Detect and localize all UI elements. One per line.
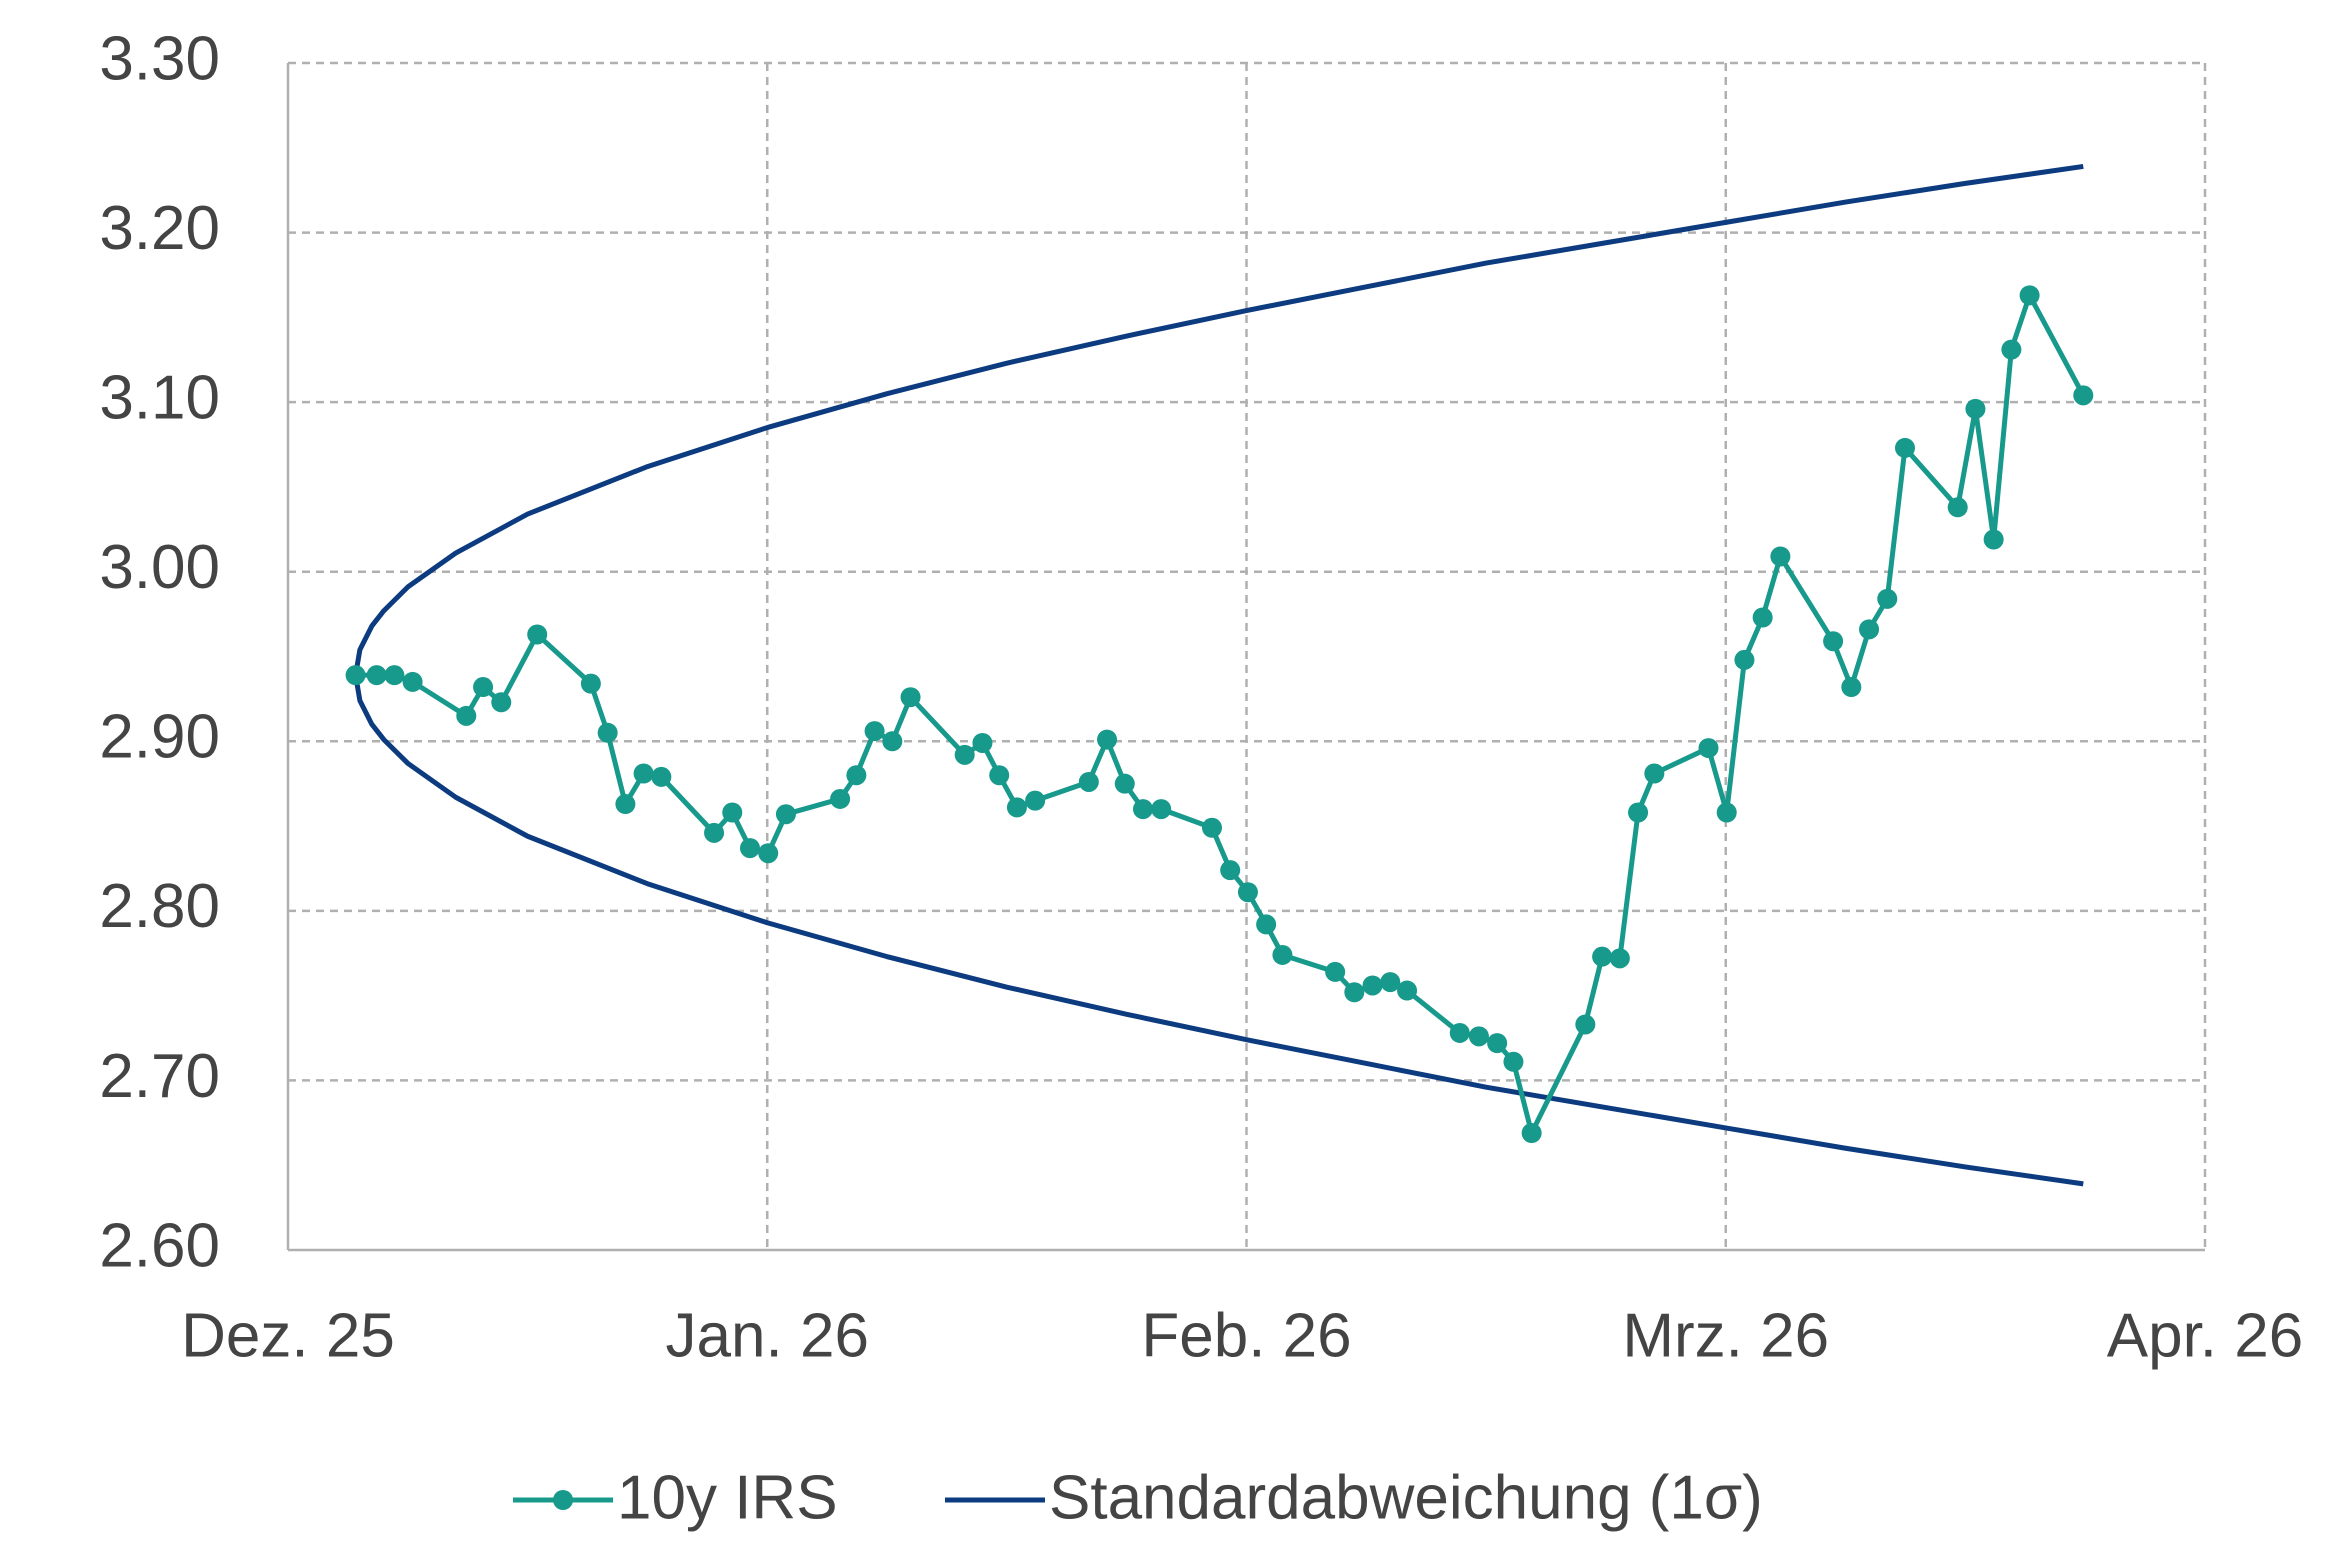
data-point [1114,773,1135,794]
data-point [473,677,494,698]
data-point [1575,1014,1596,1035]
data-point [1859,619,1880,640]
data-point [402,671,423,692]
data-point [846,765,867,786]
data-point [1006,797,1027,818]
data-point [775,804,796,825]
data-point [1698,738,1719,759]
y-tick-label: 3.20 [99,194,220,263]
data-point [882,731,903,752]
y-tick-label: 3.10 [99,364,220,433]
data-point [1716,802,1737,823]
legend-marker [553,1490,573,1510]
data-point [366,665,387,686]
data-point [2073,385,2094,406]
data-point [1965,398,1986,419]
data-point [615,794,636,815]
data-point [1734,649,1755,670]
data-point [1503,1051,1524,1072]
data-point [1325,961,1346,982]
data-point [1823,631,1844,652]
data-point [1628,802,1649,823]
y-tick-label: 2.90 [99,703,220,772]
series-line [353,674,2084,1187]
data-point [651,766,672,787]
data-point [900,687,921,708]
data-point [1947,497,1968,518]
data-point [739,838,760,859]
x-tick-label: Apr. 26 [2107,1301,2303,1370]
data-point [456,705,477,726]
x-tick-label: Feb. 26 [1141,1301,1351,1370]
data-point [345,665,366,686]
data-point [1151,799,1172,820]
data-point [1468,1026,1489,1047]
data-point [1770,546,1791,567]
data-point [1841,677,1862,698]
data-point [384,665,405,686]
y-tick-label: 3.30 [99,24,220,93]
data-point [1397,980,1418,1001]
data-point [633,763,654,784]
legend-label: 10y IRS [617,1463,838,1532]
y-tick-label: 2.60 [99,1211,220,1280]
data-point [1380,972,1401,993]
data-point [1592,946,1613,967]
data-point [864,721,885,742]
data-point [580,673,601,694]
data-point [1272,944,1293,965]
series-line [353,163,2084,676]
data-point [491,692,512,713]
series-line [355,292,2086,1136]
data-point [1220,860,1241,881]
data-point [1752,607,1773,628]
data-point [758,843,779,864]
data-point [954,744,975,765]
data-point [704,822,725,843]
y-tick-label: 2.80 [99,872,220,941]
data-point [1201,817,1222,838]
data-point [2001,339,2022,360]
data-point [1025,790,1046,811]
data-point [597,722,618,743]
data-point [1449,1022,1470,1043]
data-point [1132,799,1153,820]
data-point [1362,975,1383,996]
x-tick-label: Dez. 25 [181,1301,395,1370]
data-point [1237,882,1258,903]
x-tick-label: Jan. 26 [666,1301,869,1370]
data-point [1877,588,1898,609]
data-point [527,624,548,645]
data-point [1256,914,1277,935]
data-point [2019,285,2040,306]
data-point [1894,437,1915,458]
data-point [989,765,1010,786]
data-point [1983,529,2004,550]
data-point [830,788,851,809]
data-point [1644,763,1665,784]
data-point [1487,1033,1508,1054]
legend-label: Standardabweichung (1σ) [1049,1463,1763,1532]
data-point [1609,948,1630,969]
data-point [722,802,743,823]
data-point [972,732,993,753]
y-tick-label: 3.00 [99,533,220,602]
x-tick-label: Mrz. 26 [1622,1301,1829,1370]
data-point [1078,771,1099,792]
data-point [1344,982,1365,1003]
data-point [1097,729,1118,750]
data-point [1521,1122,1542,1143]
y-tick-label: 2.70 [99,1042,220,1111]
